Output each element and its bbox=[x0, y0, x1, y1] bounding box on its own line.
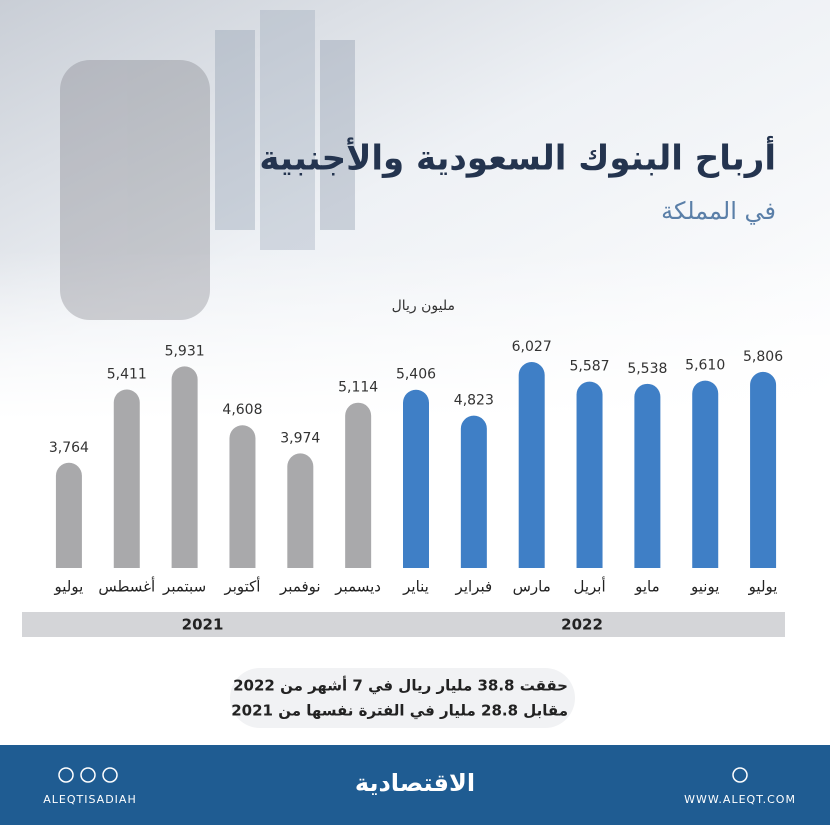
bar bbox=[113, 389, 140, 568]
bar bbox=[171, 366, 198, 568]
x-tick-label: يوليو bbox=[54, 578, 84, 596]
chart-title: أرباح البنوك السعودية والأجنبية bbox=[259, 136, 776, 179]
skyline bbox=[60, 10, 355, 320]
bar bbox=[750, 371, 777, 568]
value-label: 6,027 bbox=[512, 339, 552, 355]
year-band bbox=[22, 612, 384, 637]
x-tick-label: فبراير bbox=[455, 578, 493, 596]
x-tick-label: يونيو bbox=[690, 578, 719, 596]
x-tick-label: يوليو bbox=[748, 578, 778, 596]
website: WWW.ALEQT.COM bbox=[684, 793, 796, 806]
note-background bbox=[230, 668, 575, 728]
bar bbox=[229, 425, 256, 568]
value-label: 5,806 bbox=[743, 349, 783, 365]
bar bbox=[460, 415, 487, 568]
x-tick-label: نوفمبر bbox=[279, 578, 321, 596]
value-label: 4,823 bbox=[454, 393, 494, 409]
x-tick-label: أغسطس bbox=[98, 577, 155, 596]
value-label: 5,114 bbox=[338, 380, 378, 396]
social-icons bbox=[58, 767, 748, 783]
social-handle: ALEQTISADIAH bbox=[43, 793, 136, 806]
x-tick-label: أكتوبر bbox=[223, 577, 260, 596]
y-axis-label: مليون ريال bbox=[392, 298, 455, 314]
bar bbox=[518, 362, 545, 568]
chart-subtitle: في المملكة bbox=[661, 197, 776, 225]
annotation: حققت 38.8 مليار ريال في 7 أشهر من 2022 bbox=[233, 676, 568, 695]
legend-label: 2022 bbox=[561, 616, 603, 634]
x-tick-label: ديسمبر bbox=[334, 578, 381, 596]
value-label: 3,764 bbox=[49, 440, 89, 456]
value-label: 5,406 bbox=[396, 367, 436, 383]
value-label: 3,974 bbox=[280, 430, 320, 446]
bar bbox=[287, 453, 314, 568]
footer-bar bbox=[0, 745, 830, 825]
value-label: 5,931 bbox=[165, 343, 205, 359]
x-tick-label: مارس bbox=[513, 578, 551, 596]
value-label: 5,587 bbox=[569, 359, 609, 375]
x-tick-label: سبتمبر bbox=[162, 578, 206, 596]
x-tick-label: أبريل bbox=[573, 577, 605, 596]
bar bbox=[576, 381, 603, 568]
year-band bbox=[379, 612, 785, 637]
annotation: مقابل 28.8 مليار في الفترة نفسها من 2021 bbox=[231, 702, 568, 720]
value-label: 5,538 bbox=[627, 361, 667, 377]
x-tick-label: مايو bbox=[634, 578, 660, 596]
logo: الاقتصادية bbox=[355, 769, 475, 797]
bar bbox=[55, 462, 82, 568]
bar bbox=[634, 383, 661, 568]
bar bbox=[692, 380, 719, 568]
x-tick-label: يناير bbox=[402, 578, 429, 596]
legend-label: 2021 bbox=[182, 616, 224, 634]
value-label: 5,610 bbox=[685, 358, 725, 374]
value-label: 5,411 bbox=[107, 366, 147, 382]
bar bbox=[345, 402, 372, 568]
bar bbox=[403, 389, 429, 568]
value-label: 4,608 bbox=[222, 402, 262, 418]
